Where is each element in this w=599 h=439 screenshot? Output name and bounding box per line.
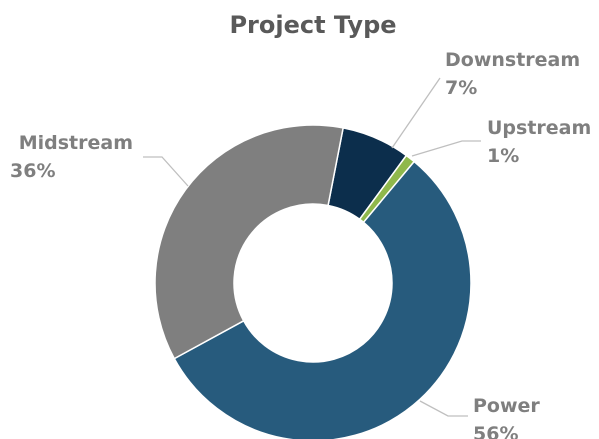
donut-slice xyxy=(154,124,345,360)
slice-value-label: 1% xyxy=(487,145,519,167)
slice-value-label: 36% xyxy=(10,160,55,182)
slice-value-label: 56% xyxy=(473,423,518,439)
donut-slice xyxy=(173,160,472,439)
slice-label: Midstream xyxy=(19,132,133,154)
leader-line xyxy=(419,400,468,417)
leader-line xyxy=(143,156,189,187)
leader-line xyxy=(411,140,481,157)
chart-title: Project Type xyxy=(229,11,396,39)
slice-label: Downstream xyxy=(445,49,580,71)
slice-label: Upstream xyxy=(487,117,591,139)
slice-value-label: 7% xyxy=(445,77,477,99)
slice-label: Power xyxy=(473,395,540,417)
leader-line xyxy=(391,77,441,149)
